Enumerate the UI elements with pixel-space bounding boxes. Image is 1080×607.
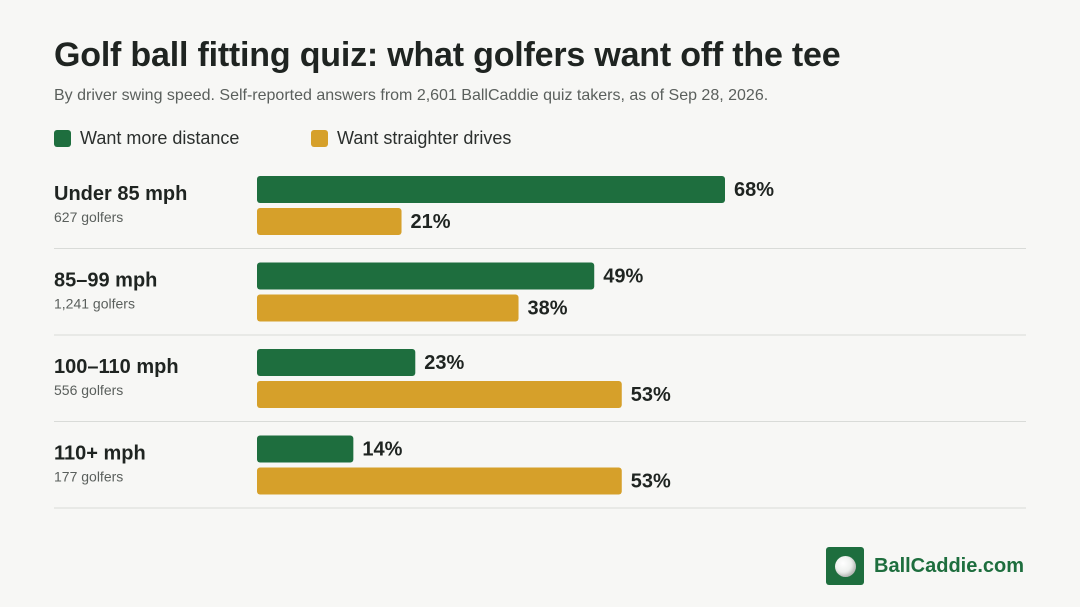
bar-distance — [257, 435, 354, 463]
bar-distance — [257, 176, 725, 203]
category-label: Under 85 mph — [54, 183, 187, 205]
category-label: 100–110 mph — [54, 356, 179, 378]
data-label: 49% — [603, 266, 643, 288]
bar-chart: Under 85 mph 627 golfers 68% 21% 85–99 mph 1,… — [54, 176, 1026, 509]
data-label: 14% — [362, 439, 402, 461]
legend-label-distance: Want more distance — [80, 128, 240, 148]
data-label: 53% — [631, 384, 671, 406]
category-sublabel: 1,241 golfers — [54, 296, 135, 312]
chart-title: Golf ball fitting quiz: what golfers wan… — [54, 36, 841, 74]
category-label: 110+ mph — [54, 443, 146, 465]
legend-item-straighter: Want straighter drives — [311, 128, 511, 149]
data-label: 21% — [411, 211, 451, 233]
data-label: 68% — [734, 179, 774, 201]
golf-ball-icon — [834, 555, 856, 577]
bar-straighter — [257, 381, 622, 408]
legend-swatch-distance — [54, 130, 71, 147]
category-sublabel: 177 golfers — [54, 469, 123, 485]
category-sublabel: 627 golfers — [54, 209, 123, 225]
data-label: 38% — [528, 298, 568, 320]
data-label: 23% — [424, 352, 464, 374]
legend-item-distance: Want more distance — [54, 128, 239, 149]
legend-label-straighter: Want straighter drives — [337, 128, 512, 148]
chart-subtitle: By driver swing speed. Self-reported ans… — [54, 87, 769, 104]
category-sublabel: 556 golfers — [54, 382, 123, 398]
brand-logo — [826, 547, 864, 585]
category-label: 85–99 mph — [54, 270, 157, 292]
bar-straighter — [257, 467, 622, 495]
brand-footer: BallCaddie.com — [826, 547, 1024, 585]
bar-distance — [257, 349, 416, 376]
bar-distance — [257, 262, 595, 290]
bar-straighter — [257, 208, 402, 235]
brand-name: BallCaddie.com — [874, 554, 1025, 577]
legend-swatch-straighter — [311, 130, 328, 147]
data-label: 53% — [631, 471, 671, 493]
bar-straighter — [257, 294, 519, 322]
